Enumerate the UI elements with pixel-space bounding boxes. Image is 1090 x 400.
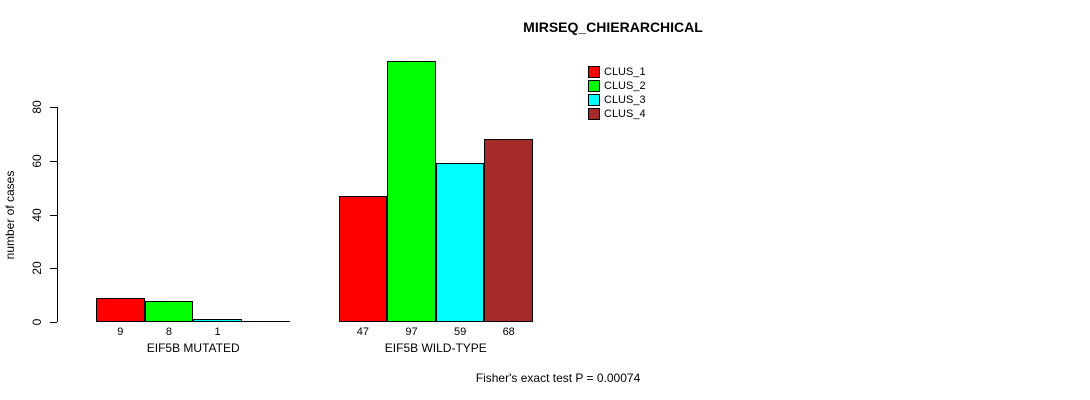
y-tick xyxy=(50,214,57,216)
legend-item-clus3: CLUS_3 xyxy=(588,93,646,107)
y-tick xyxy=(50,268,57,270)
legend-item-clus4: CLUS_4 xyxy=(588,107,646,121)
bar-clus2-group2 xyxy=(387,61,436,322)
legend-swatch-clus3 xyxy=(588,94,600,106)
bar-clus1-group2 xyxy=(338,195,388,322)
annotation-text: Fisher's exact test P = 0.00074 xyxy=(475,371,641,385)
legend-swatch-clus4 xyxy=(588,108,600,120)
bar-value-label: 97 xyxy=(405,326,418,338)
group-label: EIF5B MUTATED xyxy=(146,341,240,355)
y-tick-label: 60 xyxy=(30,154,44,168)
legend-label: CLUS_1 xyxy=(604,66,646,78)
bar-value-label: 8 xyxy=(165,326,172,338)
y-tick xyxy=(50,107,57,108)
bar-value-label: 68 xyxy=(502,326,515,338)
y-axis-line xyxy=(57,107,58,322)
legend-swatch-clus2 xyxy=(588,80,600,92)
legend-label: CLUS_2 xyxy=(604,80,646,92)
y-tick-label: 80 xyxy=(30,100,44,114)
bar-value-label: 1 xyxy=(214,326,221,338)
legend-item-clus2: CLUS_2 xyxy=(588,79,646,93)
y-tick-label: 40 xyxy=(30,207,44,222)
bar-clus4-group2 xyxy=(484,139,533,322)
bar-clus1-group1 xyxy=(96,297,145,322)
legend-swatch-clus1 xyxy=(588,66,600,78)
bar-value-label: 9 xyxy=(117,326,124,338)
bar-clus4-group1 xyxy=(241,321,291,322)
bar-clus2-group1 xyxy=(144,300,194,322)
bar-clus3-group1 xyxy=(193,319,242,322)
legend-label: CLUS_3 xyxy=(604,94,646,106)
bar-clus3-group2 xyxy=(435,163,485,322)
legend-item-clus1: CLUS_1 xyxy=(588,65,646,79)
legend-label: CLUS_4 xyxy=(604,108,646,120)
y-tick-label: 0 xyxy=(30,318,44,326)
y-tick-label: 20 xyxy=(30,261,44,275)
chart-title: MIRSEQ_CHIERARCHICAL xyxy=(523,19,703,35)
group-label: EIF5B WILD-TYPE xyxy=(384,341,487,355)
y-axis-label: number of cases xyxy=(3,170,17,260)
y-tick xyxy=(50,160,57,162)
y-tick xyxy=(50,322,57,323)
bar-value-label: 59 xyxy=(453,326,467,338)
bar-value-label: 47 xyxy=(356,326,370,338)
